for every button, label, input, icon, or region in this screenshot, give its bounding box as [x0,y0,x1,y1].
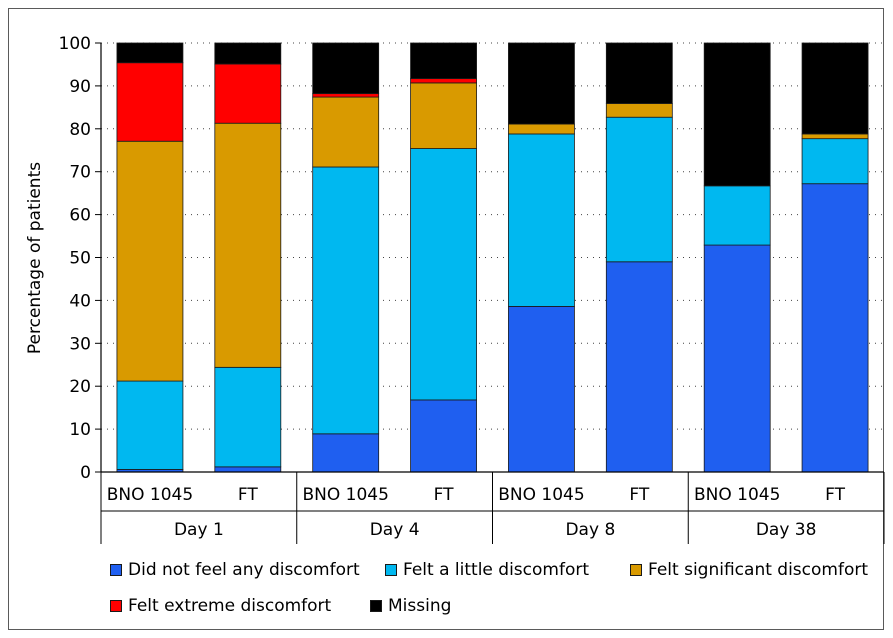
bar-segment [410,78,477,84]
bar-segment [116,42,184,64]
bar-segment [410,82,477,149]
bar-segment [410,148,477,401]
x-group-label: Day 8 [565,520,615,540]
bar-segment [605,116,673,263]
bar-segment [703,185,771,246]
bar-segment [508,133,575,307]
y-tick-label: 90 [69,77,91,97]
legend-label: Did not feel any discomfort [128,560,360,580]
legend-swatch [385,564,397,576]
bar-segment [605,103,673,118]
bar-segment [508,306,575,473]
axes [95,42,885,544]
y-tick-label: 100 [59,34,91,54]
x-group-label: Day 38 [756,520,817,540]
legend-swatch [630,564,642,576]
x-category-label: FT [238,485,258,505]
bar-segment [116,380,184,470]
bar-segment [410,42,477,80]
x-category-label: BNO 1045 [302,485,388,505]
x-category-label: BNO 1045 [498,485,584,505]
legend-item-significant-discomfort: Felt significant discomfort [630,560,868,580]
y-tick-label: 0 [80,463,91,483]
legend-label: Missing [388,596,452,616]
y-tick-label: 50 [69,249,91,269]
bar-segment [801,183,869,473]
y-tick-label: 60 [69,206,91,226]
legend-label: Felt extreme discomfort [128,596,332,616]
bar-segment [508,42,575,125]
y-tick-label: 70 [69,163,91,183]
bar-segment [214,63,282,124]
x-group-label: Day 1 [174,520,224,540]
legend-item-missing: Missing [370,596,451,616]
bar-segment [214,122,282,368]
bar-segment [508,123,575,135]
bar-segment [703,42,771,187]
legend-label: Felt a little discomfort [403,560,590,580]
x-group-label: Day 4 [370,520,420,540]
bar-segment [116,140,184,382]
bar-segment [312,433,380,473]
legend-label: Felt significant discomfort [648,560,869,580]
x-category-label: BNO 1045 [107,485,193,505]
legend-swatch [370,600,382,612]
bar-segment [801,138,869,185]
legend-swatch [110,564,122,576]
bar-segment [214,466,282,473]
legend-item-extreme-discomfort: Felt extreme discomfort [110,596,331,616]
bar-segment [214,42,282,65]
bar-segment [116,62,184,142]
y-axis-label: Percentage of patients [25,162,45,354]
y-tick-label: 20 [69,377,91,397]
bar-segment [312,166,380,435]
y-tick-labels: 0 10 20 30 40 50 60 70 80 90 100 [59,34,91,483]
y-tick-label: 80 [69,120,91,140]
bar-segment [703,244,771,473]
legend-item-no-discomfort: Did not feel any discomfort [110,560,360,580]
legend-item-little-discomfort: Felt a little discomfort [385,560,589,580]
y-tick-label: 10 [69,420,91,440]
x-category-label: FT [825,485,845,505]
bars [116,42,869,473]
x-category-labels: BNO 1045 FT BNO 1045 FT BNO 1045 FT BNO 1045 FT… [107,485,846,540]
bar-segment [410,399,477,473]
bar-segment [605,42,673,104]
y-tick-label: 40 [69,291,91,311]
bar-segment [605,261,673,473]
x-category-label: FT [434,485,454,505]
bar-segment [214,366,282,468]
bar-segment [801,133,869,140]
bar-segment [801,42,869,135]
legend-swatch [110,600,122,612]
x-category-label: BNO 1045 [694,485,780,505]
bar-segment [312,42,380,95]
y-tick-label: 30 [69,334,91,354]
bar-segment [312,96,380,168]
x-category-label: FT [629,485,649,505]
bar-segment [312,93,380,98]
